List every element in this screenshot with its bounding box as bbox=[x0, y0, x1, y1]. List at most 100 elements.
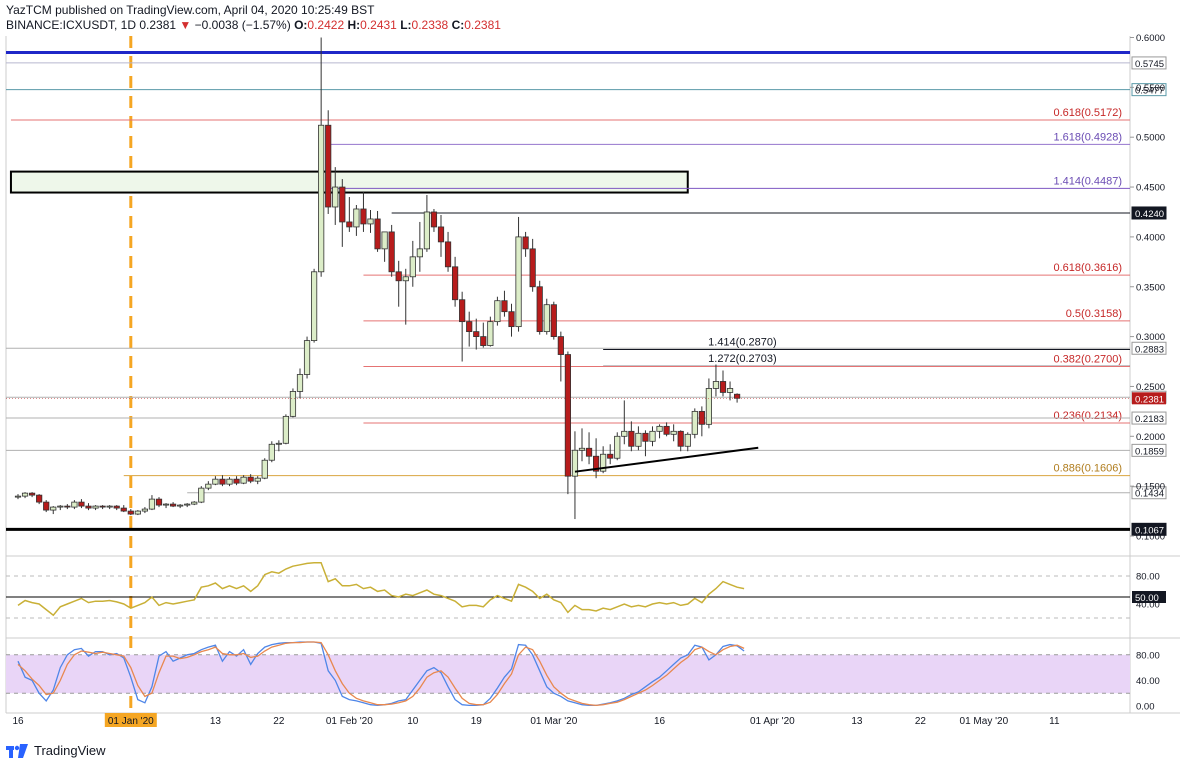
time-axis-label: 01 May '20 bbox=[960, 716, 1009, 727]
candle-bearish bbox=[325, 124, 332, 208]
price-axis-label: 0.5000 bbox=[1136, 133, 1165, 144]
candle-bearish bbox=[85, 505, 92, 509]
price-level-tag bbox=[1131, 341, 1167, 355]
rsi-line bbox=[17, 561, 745, 617]
high-label: H: bbox=[347, 18, 361, 32]
candle-bullish bbox=[205, 483, 212, 489]
fib-level-label: 0.382(0.2700) bbox=[1054, 354, 1123, 366]
candle-bearish bbox=[607, 453, 614, 459]
candle-bullish bbox=[705, 388, 713, 425]
candle-bearish bbox=[564, 354, 572, 477]
candle-bearish bbox=[99, 505, 106, 508]
candle-bearish bbox=[677, 430, 684, 447]
stoch-axis-label: 0.00 bbox=[1136, 702, 1155, 713]
candle-bearish bbox=[480, 336, 487, 346]
symbol-header[interactable]: BINANCE:ICXUSDT, 1D 0.2381 ▼ −0.0038 (−1… bbox=[6, 18, 501, 32]
price-level-tag-label: 0.2183 bbox=[1135, 414, 1164, 425]
rsi-axis-label: 80.00 bbox=[1136, 572, 1160, 583]
price-axis-label: 0.3000 bbox=[1136, 332, 1165, 343]
price-level-tag-label: 0.1434 bbox=[1135, 489, 1164, 500]
candle-bearish bbox=[444, 241, 452, 268]
candle-bearish bbox=[437, 226, 445, 243]
price-axis-label: 0.4000 bbox=[1136, 232, 1165, 243]
candle-bullish bbox=[148, 498, 156, 510]
candle-bullish bbox=[275, 442, 282, 445]
time-axis-label: 01 Apr '20 bbox=[750, 716, 795, 727]
candle-bullish bbox=[177, 504, 184, 507]
candle-bullish bbox=[670, 430, 677, 435]
candle-bearish bbox=[593, 455, 600, 472]
fib-level-label: 0.5(0.3158) bbox=[1066, 308, 1122, 320]
tradingview-logo[interactable]: TradingView bbox=[6, 743, 106, 758]
price-level-tag bbox=[1131, 206, 1167, 220]
fib-level-label: 0.618(0.3616) bbox=[1054, 262, 1123, 274]
candle-bullish bbox=[614, 435, 621, 459]
price-axis-label: 0.1000 bbox=[1136, 532, 1165, 543]
candle-bearish bbox=[698, 410, 705, 425]
candle-bearish bbox=[451, 266, 459, 301]
candle-bearish bbox=[719, 381, 727, 393]
candle-bullish bbox=[296, 374, 304, 392]
tradingview-brand: TradingView bbox=[34, 743, 106, 758]
candle-bearish bbox=[522, 236, 529, 250]
time-axis-label: 01 Jan '20 bbox=[108, 716, 154, 727]
close-value: 0.2381 bbox=[464, 18, 501, 32]
candle-bullish bbox=[261, 459, 268, 479]
candle-bearish bbox=[550, 304, 557, 338]
price-axis-label: 0.3500 bbox=[1136, 282, 1165, 293]
publish-info: YazTCM published on TradingView.com, Apr… bbox=[6, 3, 374, 17]
candle-bearish bbox=[155, 498, 163, 506]
time-axis-label: 01 Mar '20 bbox=[530, 716, 577, 727]
candle-bearish bbox=[642, 432, 649, 442]
candle-bullish bbox=[106, 505, 113, 508]
candle-bullish bbox=[191, 501, 198, 505]
time-axis-label: 19 bbox=[471, 716, 483, 727]
candle-bullish bbox=[726, 388, 734, 393]
time-axis-label: 16 bbox=[12, 716, 24, 727]
candle-bullish bbox=[515, 236, 522, 328]
time-axis-label: 10 bbox=[407, 716, 419, 727]
price-axis-label: 0.1500 bbox=[1136, 482, 1165, 493]
candle-bearish bbox=[585, 447, 593, 457]
last-price: 0.2381 bbox=[139, 18, 177, 32]
candle-bearish bbox=[247, 476, 254, 482]
price-axis-label: 0.6000 bbox=[1136, 33, 1165, 44]
candle-bullish bbox=[240, 476, 247, 484]
candle-bearish bbox=[388, 231, 395, 273]
low-label: L: bbox=[400, 18, 412, 32]
fib-extension-label: 1.272(0.2703) bbox=[708, 353, 777, 365]
candle-bullish bbox=[226, 478, 233, 485]
fib-extension-label: 1.414(0.2870) bbox=[708, 337, 777, 349]
candle-bearish bbox=[219, 478, 226, 485]
open-value: 0.2422 bbox=[307, 18, 345, 32]
price-level-tag-label: 0.4240 bbox=[1135, 209, 1164, 220]
candle-bearish bbox=[78, 501, 85, 507]
candle-bullish bbox=[543, 304, 550, 333]
candle-bullish bbox=[353, 208, 360, 228]
candle-bullish bbox=[635, 432, 642, 447]
time-axis-label: 13 bbox=[851, 716, 863, 727]
fib-level-label: 1.414(0.4487) bbox=[1054, 175, 1123, 187]
candle-bearish bbox=[64, 505, 71, 508]
candle-bearish bbox=[529, 248, 536, 288]
candle-bullish bbox=[381, 231, 388, 250]
price-level-tag-label: 0.5745 bbox=[1135, 59, 1164, 70]
price-level-tag bbox=[1131, 522, 1167, 536]
candle-bullish bbox=[198, 487, 205, 503]
time-axis-label: 13 bbox=[210, 716, 222, 727]
candle-bearish bbox=[734, 393, 741, 399]
candle-bullish bbox=[649, 430, 656, 442]
rsi-axis-label: 40.00 bbox=[1136, 600, 1160, 611]
candle-bearish bbox=[360, 208, 367, 225]
candle-bullish bbox=[571, 449, 579, 477]
candle-bearish bbox=[374, 218, 381, 250]
candle-bullish bbox=[423, 211, 431, 250]
candle-bullish bbox=[134, 510, 141, 515]
candle-bearish bbox=[466, 321, 473, 333]
price-axis-label: 0.2500 bbox=[1136, 382, 1165, 393]
candle-bullish bbox=[318, 124, 325, 273]
candle-bullish bbox=[487, 321, 494, 346]
candle-bearish bbox=[395, 271, 402, 282]
